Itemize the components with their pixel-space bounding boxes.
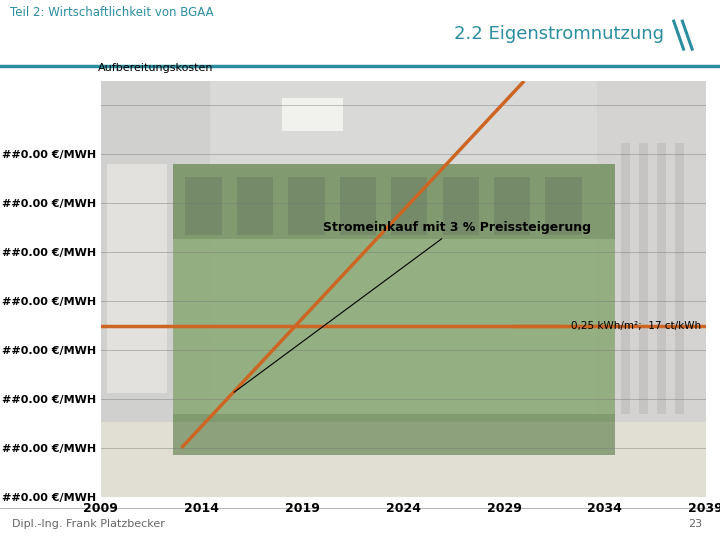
Text: Dipl.-Ing. Frank Platzbecker: Dipl.-Ing. Frank Platzbecker bbox=[12, 519, 164, 529]
Text: 0,25 kWh/m²;  17 ct/kWh: 0,25 kWh/m²; 17 ct/kWh bbox=[570, 321, 701, 330]
Bar bbox=[174, 164, 615, 422]
Bar bbox=[174, 164, 615, 239]
Bar bbox=[391, 177, 428, 235]
Bar bbox=[237, 177, 273, 235]
Bar bbox=[597, 81, 706, 497]
Bar bbox=[101, 81, 706, 497]
Bar bbox=[101, 81, 210, 497]
Bar bbox=[545, 177, 582, 235]
Bar bbox=[101, 422, 706, 497]
Bar bbox=[621, 143, 630, 414]
Bar bbox=[174, 414, 615, 455]
Text: Stromeinkauf mit 3 % Preissteigerung: Stromeinkauf mit 3 % Preissteigerung bbox=[234, 221, 590, 392]
Text: 23: 23 bbox=[688, 519, 702, 529]
Bar bbox=[288, 177, 325, 235]
Bar bbox=[282, 98, 343, 131]
Text: 2.2 Eigenstromnutzung: 2.2 Eigenstromnutzung bbox=[454, 25, 664, 43]
Bar bbox=[186, 177, 222, 235]
Bar bbox=[494, 177, 530, 235]
Text: Aufbereitungskosten: Aufbereitungskosten bbox=[98, 63, 213, 73]
Bar bbox=[443, 177, 479, 235]
Bar bbox=[340, 177, 376, 235]
Bar bbox=[657, 143, 666, 414]
Bar bbox=[101, 81, 706, 497]
Bar bbox=[107, 164, 167, 393]
Bar bbox=[639, 143, 648, 414]
Bar bbox=[675, 143, 685, 414]
Text: Teil 2: Wirtschaftlichkeit von BGAA: Teil 2: Wirtschaftlichkeit von BGAA bbox=[10, 5, 214, 18]
